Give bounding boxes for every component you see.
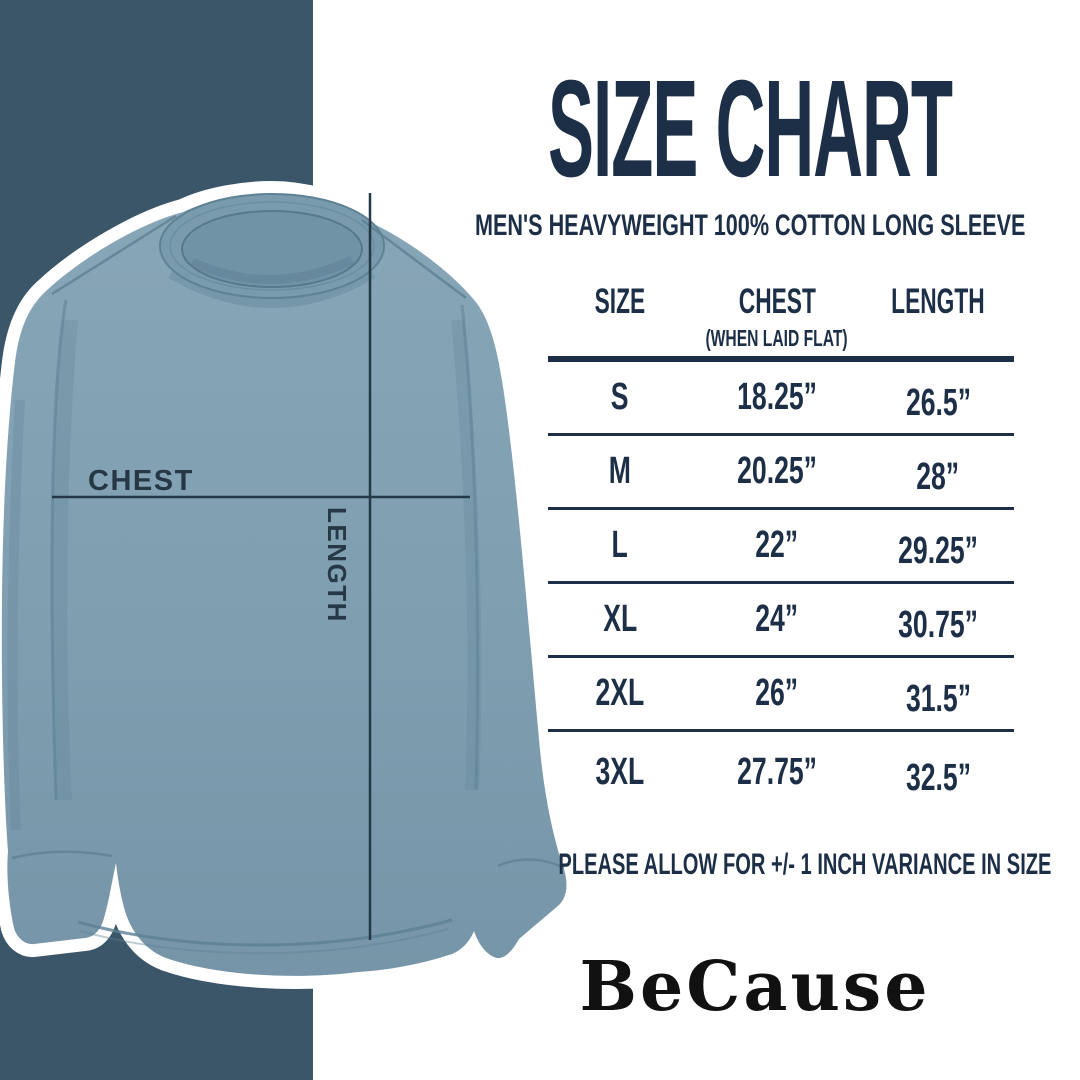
size-cell: S — [611, 376, 629, 418]
shirt-silhouette — [1, 194, 567, 976]
column-header-chest: CHEST (WHEN LAID FLAT) — [705, 282, 849, 351]
size-table: SIZE CHEST (WHEN LAID FLAT) LENGTH S 18.… — [548, 270, 1014, 812]
table-row: XL 24” 30.75” — [548, 581, 1014, 655]
table-row: S 18.25” 26.5” — [548, 362, 1014, 433]
length-cell: 28” — [916, 456, 960, 498]
length-cell: 32.5” — [905, 756, 971, 799]
length-cell: 30.75” — [898, 604, 978, 646]
size-cell: M — [608, 450, 632, 492]
chest-cell: 26” — [755, 672, 799, 714]
brand-logo: BeCause — [579, 947, 931, 1027]
table-row: 2XL 26” 31.5” — [548, 655, 1014, 729]
shirt-collar — [159, 193, 385, 299]
length-label: LENGTH — [322, 507, 352, 623]
chest-cell: 27.75” — [737, 750, 817, 793]
chest-cell: 22” — [755, 524, 799, 566]
length-cell: 29.25” — [898, 530, 978, 572]
chest-cell: 18.25” — [737, 376, 817, 418]
chest-cell: 24” — [755, 598, 799, 640]
table-header-row: SIZE CHEST (WHEN LAID FLAT) LENGTH — [548, 270, 1014, 362]
column-header-size: SIZE — [594, 282, 646, 321]
subtitle: MEN'S HEAVYWEIGHT 100% COTTON LONG SLEEV… — [474, 209, 1026, 242]
length-cell: 26.5” — [905, 382, 971, 424]
size-cell: 2XL — [595, 672, 645, 714]
size-cell: L — [611, 524, 629, 566]
size-cell: XL — [603, 598, 637, 640]
size-cell: 3XL — [595, 750, 645, 793]
table-row: L 22” 29.25” — [548, 507, 1014, 581]
variance-note: PLEASE ALLOW FOR +/- 1 INCH VARIANCE IN … — [558, 848, 1052, 881]
table-row: 3XL 27.75” 32.5” — [548, 729, 1014, 812]
table-row: M 20.25” 28” — [548, 433, 1014, 507]
page-title: SIZE CHART — [548, 52, 953, 206]
length-cell: 31.5” — [905, 678, 971, 720]
chest-subnote: (WHEN LAID FLAT) — [705, 325, 849, 351]
chest-label: CHEST — [88, 465, 194, 497]
chest-cell: 20.25” — [737, 450, 817, 492]
column-header-length: LENGTH — [891, 282, 985, 321]
shirt-seams — [11, 214, 565, 955]
